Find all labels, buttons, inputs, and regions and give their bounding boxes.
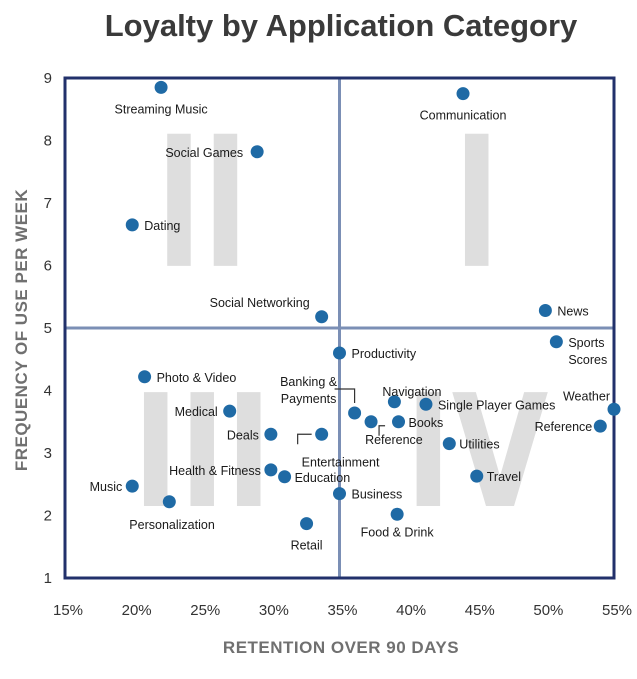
data-point — [333, 346, 346, 360]
chart-title: Loyalty by Application Category — [105, 8, 578, 43]
point-labels: Streaming Music Communication Social Games… — [90, 102, 610, 552]
point-label: Dating — [144, 219, 180, 233]
y-tick-label: 5 — [44, 320, 52, 337]
point-label: Reference — [535, 420, 593, 434]
y-tick-label: 2 — [44, 508, 52, 525]
quadrant-label-4: IV — [405, 362, 548, 543]
x-tick-label: 15% — [53, 602, 83, 619]
y-tick-label: 1 — [44, 570, 52, 587]
y-tick-labels: 1 2 3 4 5 6 7 8 9 — [44, 70, 52, 587]
data-point — [264, 463, 278, 477]
data-point — [138, 370, 152, 384]
data-point — [300, 517, 314, 531]
point-label: Personalization — [129, 518, 215, 532]
point-label: Utilities — [459, 438, 499, 452]
data-point — [278, 470, 292, 484]
leader-line — [334, 388, 356, 403]
data-point — [470, 469, 484, 483]
point-label: Single Player Games — [438, 398, 555, 412]
point-label: Photo & Video — [157, 371, 237, 385]
point-label: Travel — [487, 470, 521, 484]
data-point — [125, 218, 139, 232]
label-leaders — [297, 388, 386, 445]
leader-line — [378, 425, 386, 436]
point-label: Banking & Payments — [280, 375, 338, 406]
point-label: Productivity — [352, 347, 417, 361]
point-label: Food & Drink — [361, 525, 435, 539]
data-point — [364, 415, 378, 429]
point-label: Health & Fitness — [169, 464, 261, 478]
point-label: Social Games — [165, 146, 243, 160]
point-label: Weather — [563, 389, 610, 403]
data-point — [390, 507, 404, 521]
point-label: Medical — [175, 405, 218, 419]
point-label: Business — [352, 488, 403, 502]
data-point — [333, 487, 346, 501]
quadrant-label-2: I — [453, 97, 500, 309]
quadrant-label-1: II — [156, 97, 249, 309]
point-label: Deals — [227, 428, 259, 442]
data-point — [154, 80, 168, 94]
y-tick-label: 9 — [44, 70, 52, 87]
data-point — [125, 479, 139, 493]
y-tick-label: 6 — [44, 258, 52, 275]
x-tick-label: 20% — [122, 602, 152, 619]
data-point — [315, 427, 329, 441]
data-point — [264, 427, 278, 441]
point-label: Books — [409, 416, 444, 430]
data-point — [456, 87, 470, 101]
x-tick-label: 45% — [465, 602, 495, 619]
point-label: News — [557, 305, 588, 319]
data-point — [538, 304, 552, 317]
leader-line — [297, 433, 312, 445]
point-label: Reference — [365, 433, 423, 447]
point-label: Communication — [420, 109, 507, 123]
data-point — [348, 406, 362, 420]
point-label: Education — [295, 471, 351, 485]
x-tick-label: 40% — [396, 602, 426, 619]
data-point — [607, 402, 621, 416]
quadrant-label-3: III — [132, 362, 272, 543]
y-tick-label: 3 — [44, 445, 52, 462]
y-axis-label: FREQUENCY OF USE PER WEEK — [12, 189, 31, 472]
x-tick-label: 55% — [602, 602, 632, 619]
point-label: Sports Scores — [568, 336, 607, 367]
data-point — [162, 495, 176, 509]
data-point — [250, 145, 264, 159]
data-point — [442, 437, 456, 451]
data-point — [315, 310, 329, 324]
y-tick-label: 8 — [44, 133, 52, 150]
y-tick-label: 4 — [44, 383, 52, 400]
y-tick-label: 7 — [44, 195, 52, 212]
point-label: Entertainment — [302, 455, 380, 469]
data-points — [125, 80, 621, 531]
x-tick-label: 50% — [533, 602, 563, 619]
point-label: Retail — [291, 539, 323, 553]
data-point — [223, 404, 237, 418]
plot-frame — [63, 76, 616, 580]
data-point — [387, 395, 401, 409]
x-axis-label: RETENTION OVER 90 DAYS — [223, 638, 459, 657]
data-point — [392, 415, 406, 429]
data-point — [593, 419, 607, 433]
data-point — [419, 397, 433, 411]
point-label: Social Networking — [210, 296, 310, 310]
x-tick-label: 35% — [327, 602, 357, 619]
data-point — [549, 335, 563, 349]
point-label: Streaming Music — [115, 102, 208, 116]
point-label: Navigation — [382, 385, 441, 399]
x-tick-label: 25% — [190, 602, 220, 619]
x-tick-label: 30% — [259, 602, 289, 619]
point-label: Music — [90, 480, 123, 494]
x-tick-labels: 15% 20% 25% 30% 35% 40% 45% 50% 55% — [53, 602, 632, 619]
